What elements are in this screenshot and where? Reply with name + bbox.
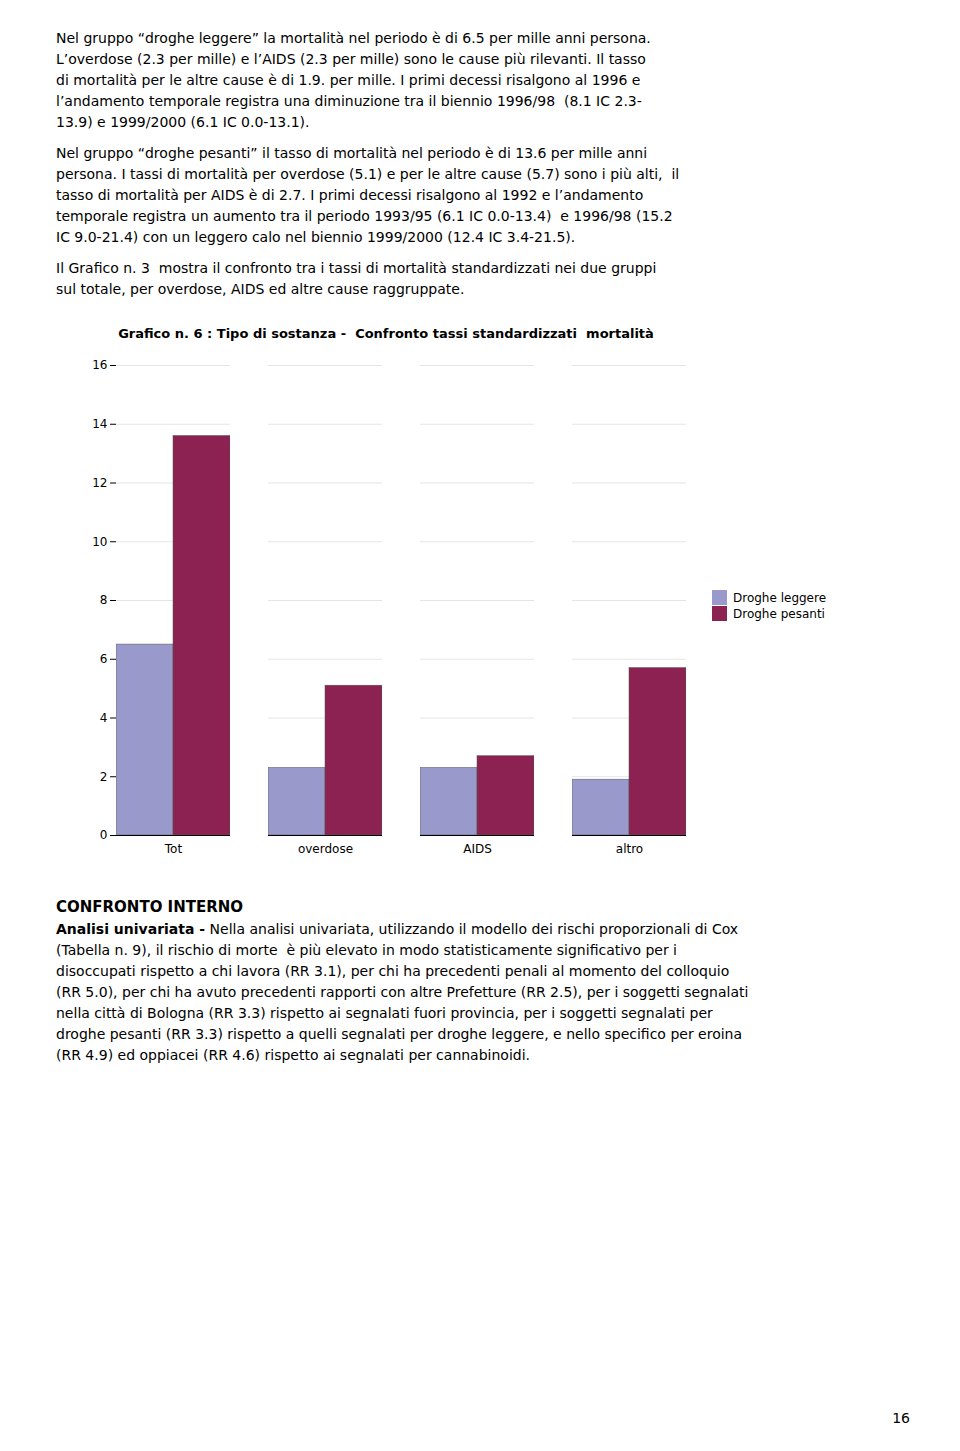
html-text:L’overdose (2.3 per mille) e l: L’overdose (2.3 per mille) e l’AIDS (2.3… (56, 51, 646, 67)
svg-text:AIDS: AIDS (463, 842, 492, 856)
html-text:Nel gruppo “droghe leggere” la: Nel gruppo “droghe leggere” la mortalità… (56, 30, 651, 46)
svg-text:Tot: Tot (164, 842, 183, 856)
html-text:(RR 4.9) ed oppiacei (RR 4.6): (RR 4.9) ed oppiacei (RR 4.6) rispetto a… (56, 1047, 530, 1063)
svg-text:10: 10 (92, 535, 107, 549)
html-text:tasso di mortalità per AIDS è: tasso di mortalità per AIDS è di 2.7. I … (56, 187, 644, 203)
html-text:persona. I tassi di mortalità: persona. I tassi di mortalità per overdo… (56, 166, 680, 182)
html-text:Il Grafico n. 3 mostra il conf: Il Grafico n. 3 mostra il confronto tra … (56, 260, 657, 276)
html-text:Nel gruppo “droghe pesanti” il: Nel gruppo “droghe pesanti” il tasso di … (56, 145, 648, 161)
html-text:droghe pesanti (RR 3.3) rispet: droghe pesanti (RR 3.3) rispetto a quell… (56, 1026, 743, 1042)
svg-text:4: 4 (100, 711, 108, 725)
svg-text:16: 16 (92, 358, 107, 372)
html-text:13.9) e 1999/2000 (6.1 IC 0.0-: 13.9) e 1999/2000 (6.1 IC 0.0-13.1). (56, 114, 310, 130)
html-text:Analisi univariata - Nella ana: Analisi univariata - Nella analisi univa… (56, 921, 739, 937)
svg-text:8: 8 (100, 593, 108, 607)
svg-text:0: 0 (100, 828, 108, 842)
svg-text:2: 2 (100, 770, 108, 784)
html-text:IC 9.0-21.4) con un leggero ca: IC 9.0-21.4) con un leggero calo nel bie… (56, 229, 576, 245)
html-text:Droghe leggere: Droghe leggere (733, 590, 827, 605)
svg-text:12: 12 (92, 476, 107, 490)
html-text:l’andamento temporale registra: l’andamento temporale registra una dimin… (56, 93, 642, 109)
svg-text:altro: altro (616, 842, 643, 856)
html-text:16: 16 (892, 1410, 910, 1426)
html-text:Grafico n. 6 : Tipo di sostanz: Grafico n. 6 : Tipo di sostanza - Confro… (118, 326, 654, 341)
html-text:Droghe pesanti: Droghe pesanti (733, 606, 825, 621)
html-text:nella città di Bologna (RR 3.3: nella città di Bologna (RR 3.3) rispetto… (56, 1005, 713, 1021)
html-text:disoccupati rispetto a chi lav: disoccupati rispetto a chi lavora (RR 3.… (56, 963, 730, 979)
html-text:(RR 5.0), per chi ha avuto pre: (RR 5.0), per chi ha avuto precedenti ra… (56, 984, 749, 1000)
html-text:(Tabella n. 9), il rischio di: (Tabella n. 9), il rischio di morte è pi… (56, 942, 677, 958)
html-text:temporale registra un aumento: temporale registra un aumento tra il per… (56, 208, 673, 224)
svg-text:6: 6 (100, 652, 108, 666)
html-text:CONFRONTO INTERNO: CONFRONTO INTERNO (56, 898, 244, 916)
svg-text:overdose: overdose (298, 842, 353, 856)
html-text:di mortalità per le altre caus: di mortalità per le altre cause è di 1.9… (56, 72, 641, 88)
svg-text:14: 14 (92, 417, 107, 431)
html-text:sul totale, per overdose, AIDS: sul totale, per overdose, AIDS ed altre … (56, 281, 465, 297)
